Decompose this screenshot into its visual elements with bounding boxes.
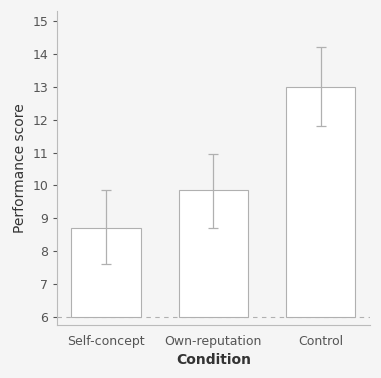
- Bar: [71, 228, 141, 317]
- X-axis label: Condition: Condition: [176, 353, 251, 367]
- Bar: [286, 87, 355, 317]
- Bar: [179, 191, 248, 317]
- Y-axis label: Performance score: Performance score: [13, 103, 27, 233]
